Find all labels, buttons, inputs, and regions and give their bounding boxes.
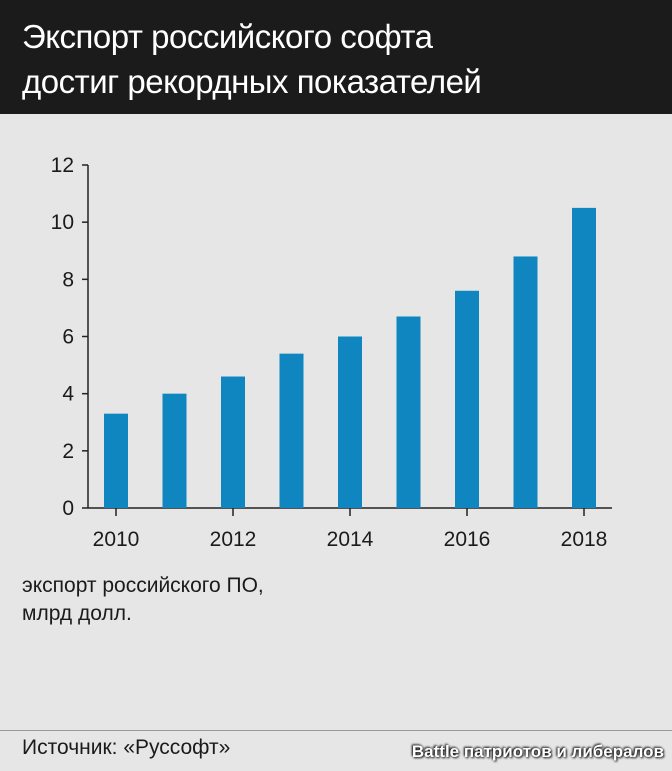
chart-title-line-1: Экспорт российского софта [22,18,433,55]
bar-2016 [455,290,479,508]
y-tick-label: 12 [51,154,74,177]
x-tick-label: 2010 [93,528,140,551]
footer-divider [0,730,672,731]
y-tick-label: 6 [62,326,74,349]
bar-2012 [221,376,245,508]
y-tick-label: 4 [62,383,74,406]
x-tick-label: 2016 [444,528,491,551]
bar-chart: 0 2 4 6 8 10 12 2010 2012 2014 2016 2018 [51,154,612,551]
chart-title-line-2: достиг рекордных показателей [22,63,482,100]
unit-note-line-1: экспорт российского ПО, [22,574,264,597]
bar-2010 [104,413,128,508]
bar-2011 [162,393,187,508]
bar-2017 [513,256,538,508]
bar-2014 [338,336,362,508]
x-tick-label: 2018 [561,528,608,551]
watermark: Battle патриотов и либералов [411,742,664,761]
bar-2015 [396,316,421,508]
x-tick-label: 2012 [210,528,257,551]
y-tick-label: 0 [62,497,74,520]
unit-note: экспорт российского ПО, млрд долл. [22,572,264,628]
source-caption: Источник: «Руссофт» [22,736,231,759]
chart-title: Экспорт российского софта достиг рекордн… [22,14,652,104]
y-tick-label: 8 [62,268,74,291]
y-tick-label: 10 [51,211,74,234]
x-tick-label: 2014 [327,528,374,551]
bar-2018 [572,207,596,508]
bar-2013 [279,353,304,508]
title-bar: Экспорт российского софта достиг рекордн… [0,0,672,114]
unit-note-line-2: млрд долл. [22,602,132,625]
y-tick-label: 2 [62,440,74,463]
